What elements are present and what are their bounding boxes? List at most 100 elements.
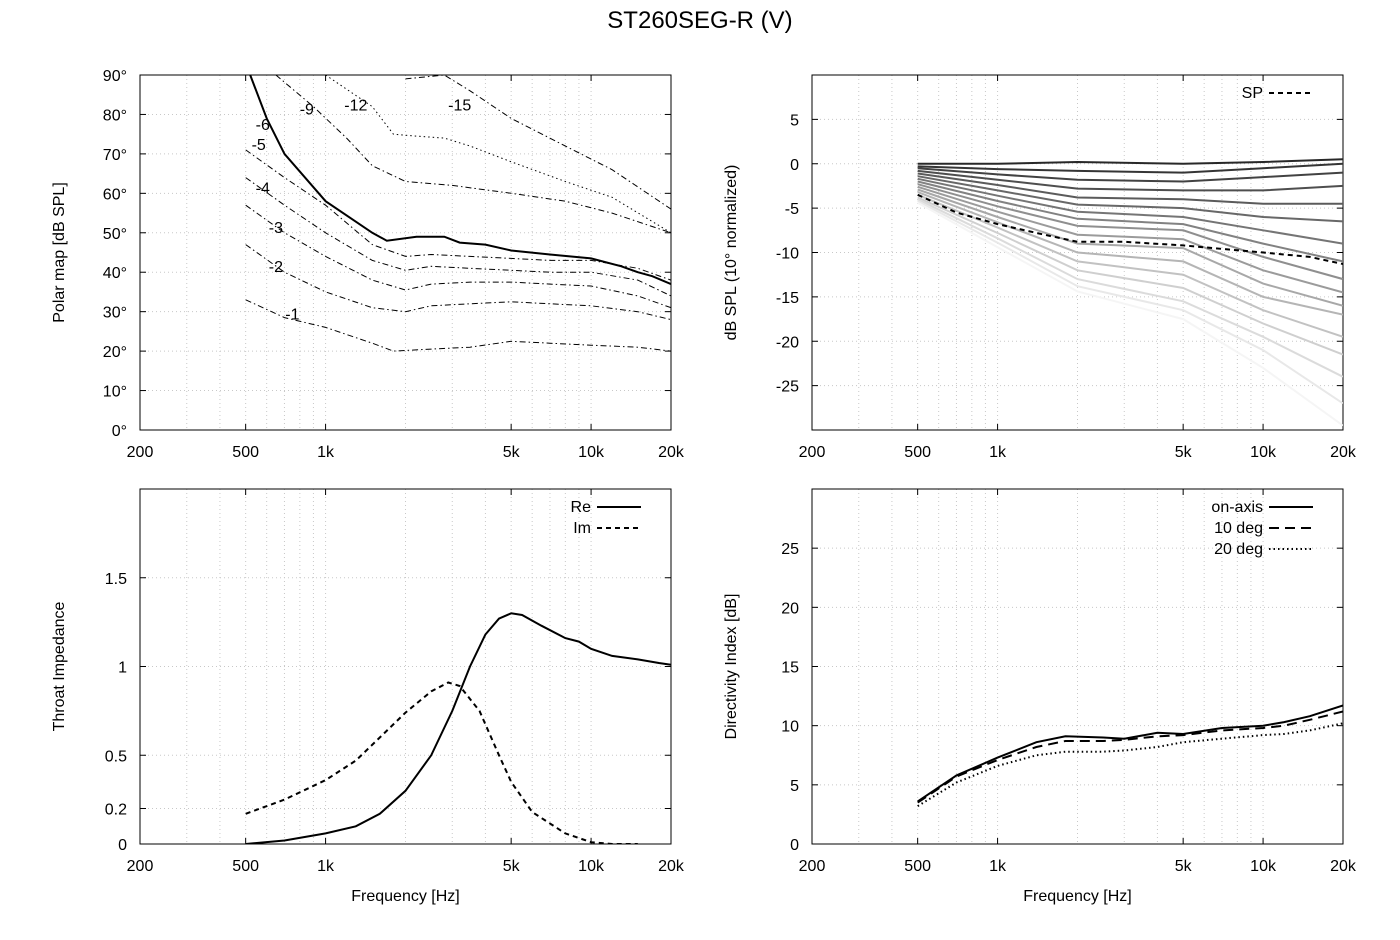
series-line--2 xyxy=(245,244,671,321)
x-axis-label: Frequency [Hz] xyxy=(1023,888,1131,905)
spl-curve-1 xyxy=(917,162,1343,174)
y-axis-label: Polar map [dB SPL] xyxy=(51,182,68,323)
contour-label: -5 xyxy=(252,137,266,154)
contour-label: -12 xyxy=(344,98,367,115)
y-tick-label: 0 xyxy=(118,837,127,854)
panel-directivity-index: 200 500 1k 5k 10k 20k 0 5 10 15 20 25 Directivity In… xyxy=(723,488,1357,905)
series-line-20 deg xyxy=(917,722,1343,807)
x-tick-label: 500 xyxy=(904,444,931,461)
y-tick-label: -20 xyxy=(776,334,799,351)
x-tick-label: 10k xyxy=(578,444,605,461)
plot-area: -1 -2 -3 -4 -5 -6 -9 -12 -15 xyxy=(245,75,671,352)
x-tick-label: 500 xyxy=(904,858,931,875)
spl-curve-13 xyxy=(917,196,1343,356)
series-line--4 xyxy=(245,177,671,297)
y-tick-label: 40° xyxy=(103,265,127,282)
y-tick-label: 20 xyxy=(781,600,799,617)
plot-frame xyxy=(811,488,1344,845)
y-tick-label: 5 xyxy=(790,778,799,795)
series-line--5 xyxy=(245,149,671,281)
y-tick-label: 0.5 xyxy=(105,748,127,765)
y-axis-label: dB SPL (10° normalized) xyxy=(723,165,740,341)
x-tick-label: 20k xyxy=(1330,858,1357,875)
y-axis-label: Directivity Index [dB] xyxy=(723,594,740,740)
series-line-on-axis xyxy=(917,704,1343,803)
x-tick-label: 20k xyxy=(1330,444,1357,461)
contour-label: -1 xyxy=(285,307,299,324)
spl-curve-0 xyxy=(917,158,1343,165)
x-tick-label: 20k xyxy=(658,444,685,461)
figure-title: ST260SEG-R (V) xyxy=(607,7,792,34)
y-tick-label: 20° xyxy=(103,344,127,361)
spl-curve-16 xyxy=(917,201,1343,427)
spl-curve-14 xyxy=(917,198,1343,378)
legend-label: on-axis xyxy=(1211,499,1263,516)
spl-curve-7 xyxy=(917,180,1343,263)
y-tick-label: -5 xyxy=(785,201,799,218)
y-tick-label: 30° xyxy=(103,305,127,322)
spl-curve-10 xyxy=(917,188,1343,307)
plot-frame xyxy=(139,74,672,431)
series-line--15 xyxy=(405,75,671,210)
spl-curve-9 xyxy=(917,185,1343,294)
y-tick-label: 1.5 xyxy=(105,571,127,588)
y-tick-label: 80° xyxy=(103,107,127,124)
series-line-10 deg xyxy=(917,710,1343,804)
y-tick-label: 90° xyxy=(103,68,127,85)
x-tick-label: 200 xyxy=(127,858,154,875)
plot-area xyxy=(245,612,671,844)
y-tick-label: 70° xyxy=(103,147,127,164)
x-tick-label: 500 xyxy=(232,858,259,875)
plot-area xyxy=(917,158,1343,427)
y-tick-label: 15 xyxy=(781,660,799,677)
x-tick-label: 500 xyxy=(232,444,259,461)
x-tick-label: 1k xyxy=(317,444,335,461)
x-axis-label: Frequency [Hz] xyxy=(351,888,459,905)
spl-curve-8 xyxy=(917,183,1343,281)
contour-label: -9 xyxy=(300,101,314,118)
y-tick-label: 1 xyxy=(118,660,127,677)
contour-label: -4 xyxy=(256,180,270,197)
contour-label: -3 xyxy=(269,220,283,237)
x-tick-label: 1k xyxy=(989,444,1007,461)
legend-label: 10 deg xyxy=(1214,520,1263,537)
x-tick-label: 5k xyxy=(1175,444,1193,461)
x-tick-label: 5k xyxy=(1175,858,1193,875)
x-tick-label: 200 xyxy=(127,444,154,461)
panel-normalized-spl: 200 500 1k 5k 10k 20k 5 0 -5 -10 -15 -20 -25 dB SPL (… xyxy=(723,74,1357,461)
x-tick-label: 5k xyxy=(503,444,521,461)
y-tick-label: 10° xyxy=(103,384,127,401)
y-tick-label: 25 xyxy=(781,541,799,558)
y-tick-label: -25 xyxy=(776,379,799,396)
spl-curve-3 xyxy=(917,169,1343,192)
spl-curve-2 xyxy=(917,167,1343,183)
x-tick-label: 1k xyxy=(989,858,1007,875)
series-line-Im xyxy=(245,681,638,844)
legend-label: 20 deg xyxy=(1214,541,1263,558)
x-tick-label: 20k xyxy=(658,858,685,875)
series-line--9 xyxy=(275,75,671,234)
y-tick-label: 60° xyxy=(103,186,127,203)
series-line--1 xyxy=(245,299,671,352)
legend-label: Im xyxy=(573,520,591,537)
y-tick-label: 0° xyxy=(112,423,127,440)
x-tick-label: 200 xyxy=(799,444,826,461)
y-tick-label: -10 xyxy=(776,246,799,263)
plot-area xyxy=(917,704,1343,807)
x-tick-label: 200 xyxy=(799,858,826,875)
series-line--6 xyxy=(249,75,671,286)
y-axis-label: Throat Impedance xyxy=(51,601,68,731)
contour-label: -15 xyxy=(448,98,471,115)
y-tick-label: 0 xyxy=(790,157,799,174)
series-line--12 xyxy=(325,75,671,234)
series-line--3 xyxy=(245,204,671,309)
spl-curve-15 xyxy=(917,200,1343,405)
spl-curve-6 xyxy=(917,177,1343,245)
x-tick-label: 10k xyxy=(578,858,605,875)
panel-throat-impedance: 200 500 1k 5k 10k 20k 0 0.2 0.5 1 1.5 Throat Impeda… xyxy=(51,488,685,905)
legend-label: SP xyxy=(1242,85,1263,102)
panel-polar-map: 200 500 1k 5k 10k 20k 0° 10° 20° 30° 40° 50° 60° 70° 8… xyxy=(51,68,685,461)
y-tick-label: -15 xyxy=(776,290,799,307)
